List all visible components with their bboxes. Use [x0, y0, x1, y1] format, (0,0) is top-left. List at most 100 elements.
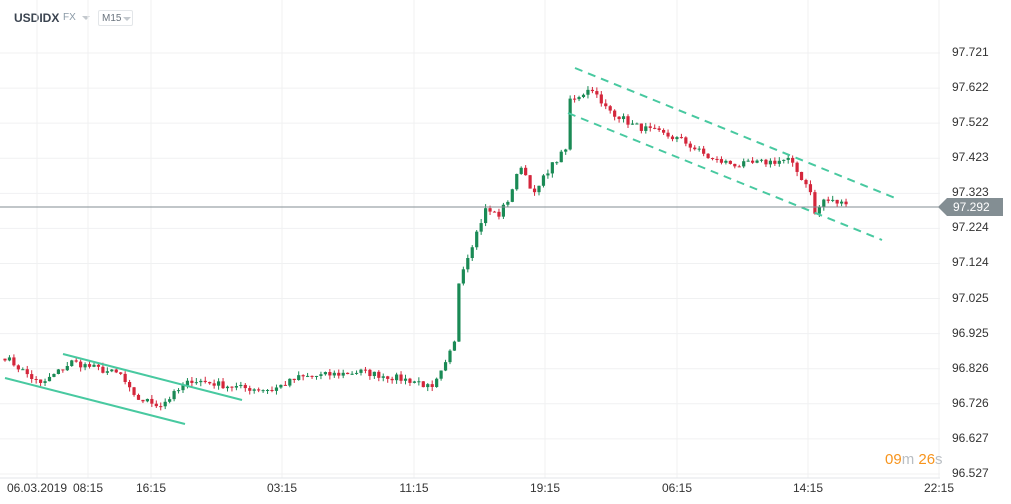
- candle: [679, 133, 683, 139]
- candle: [617, 116, 621, 123]
- trend-line: [567, 112, 883, 241]
- candle: [381, 373, 385, 382]
- candle: [604, 99, 608, 110]
- candle: [83, 362, 87, 371]
- y-tick-label: 97.323: [952, 185, 989, 200]
- candle: [497, 208, 501, 220]
- market-selector[interactable]: FX: [63, 12, 76, 23]
- candle: [359, 368, 363, 376]
- candle: [306, 372, 310, 378]
- candle: [105, 367, 109, 375]
- candle: [172, 389, 176, 402]
- y-tick-label: 96.826: [952, 360, 989, 375]
- candle: [728, 160, 732, 165]
- candle: [363, 366, 368, 374]
- trend-channels: [4, 67, 896, 425]
- candle: [70, 359, 74, 367]
- candle: [234, 382, 238, 391]
- x-tick-label: 19:15: [529, 481, 561, 495]
- countdown-minutes: 09: [885, 451, 902, 468]
- candle: [399, 371, 403, 384]
- chevron-down-icon: [123, 17, 131, 21]
- candle: [439, 370, 443, 381]
- candle: [457, 283, 461, 342]
- candle: [586, 86, 590, 99]
- candle: [145, 398, 149, 403]
- candle: [666, 129, 670, 139]
- candle: [559, 149, 563, 163]
- candle: [243, 383, 247, 392]
- candle: [813, 189, 817, 215]
- candle: [56, 368, 60, 375]
- candle: [297, 371, 301, 381]
- candle: [795, 161, 799, 177]
- candle: [524, 165, 528, 176]
- candle: [12, 354, 16, 367]
- trend-line: [574, 67, 896, 199]
- candle: [799, 171, 804, 181]
- candle: [265, 389, 270, 394]
- candle: [448, 349, 452, 365]
- candle: [759, 158, 764, 163]
- candle: [626, 114, 630, 129]
- candle: [599, 91, 603, 107]
- candle: [372, 371, 376, 379]
- candle: [435, 377, 439, 388]
- candle: [764, 158, 768, 167]
- candle: [475, 229, 479, 250]
- y-tick-label: 97.721: [952, 45, 989, 59]
- candle: [528, 174, 532, 189]
- candle: [225, 385, 230, 392]
- timeframe-label: M15: [102, 13, 122, 24]
- candle: [194, 377, 198, 385]
- candle: [430, 380, 434, 392]
- y-tick-label: 96.527: [952, 465, 989, 480]
- candle: [515, 173, 519, 191]
- candle: [831, 195, 835, 203]
- candle: [190, 376, 194, 387]
- candle: [621, 113, 626, 123]
- candle: [550, 162, 554, 178]
- candle: [443, 359, 448, 372]
- candle: [452, 340, 457, 351]
- y-tick-label: 96.726: [952, 395, 989, 410]
- candle-countdown: 09m 26s: [885, 451, 943, 468]
- x-tick-label: 11:15: [399, 481, 429, 495]
- candle: [702, 145, 706, 157]
- candle: [21, 367, 25, 371]
- candle: [408, 377, 412, 386]
- candle: [706, 153, 710, 159]
- candle: [675, 136, 679, 143]
- candle: [110, 369, 114, 373]
- candle: [822, 198, 826, 211]
- candle: [346, 372, 350, 375]
- candle: [43, 378, 47, 387]
- candle: [261, 389, 265, 393]
- candle: [403, 374, 408, 385]
- candle: [746, 158, 750, 162]
- candle: [16, 364, 20, 373]
- candle: [337, 369, 341, 379]
- candle: [395, 372, 399, 384]
- candle: [119, 372, 123, 376]
- candle: [252, 388, 256, 394]
- candle: [808, 180, 813, 196]
- candle: [670, 134, 675, 142]
- y-tick-label: 97.025: [952, 290, 989, 305]
- candle: [314, 375, 319, 380]
- chevron-down-icon[interactable]: [82, 16, 90, 20]
- candle: [248, 385, 252, 395]
- candle: [501, 202, 505, 219]
- timeframe-selector[interactable]: M15: [98, 10, 133, 26]
- candle: [537, 185, 541, 196]
- candle: [79, 359, 83, 372]
- candle: [751, 157, 755, 164]
- candle: [279, 384, 283, 389]
- current-price-tag: 97.292: [938, 198, 1003, 216]
- candle: [510, 188, 514, 203]
- candle: [466, 254, 470, 273]
- candle: [292, 378, 296, 383]
- candle: [653, 124, 657, 130]
- countdown-seconds: 26: [918, 451, 936, 468]
